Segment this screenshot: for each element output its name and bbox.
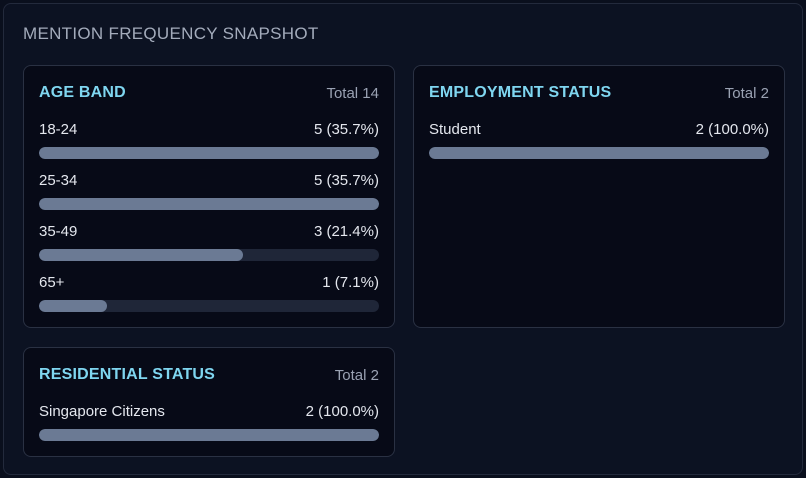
mention-frequency-panel: MENTION FREQUENCY SNAPSHOT AGE BAND Tota… [3,3,803,475]
card-total: Total 14 [326,84,379,102]
card-header: EMPLOYMENT STATUS Total 2 [429,82,769,104]
list-item: 18-24 5 (35.7%) [39,119,379,163]
row-label: Singapore Citizens [39,402,165,420]
list-item: 25-34 5 (35.7%) [39,170,379,214]
list-item: 35-49 3 (21.4%) [39,221,379,265]
card-header: RESIDENTIAL STATUS Total 2 [39,364,379,386]
list-item: Student 2 (100.0%) [429,119,769,163]
card-total: Total 2 [724,84,769,102]
card-header: AGE BAND Total 14 [39,82,379,104]
row-value: 2 (100.0%) [695,120,769,138]
bar-fill [39,147,379,159]
row-value: 1 (7.1%) [322,273,379,291]
row-label: 18-24 [39,120,78,138]
bar-track [39,198,379,210]
bar-track [429,147,769,159]
row-value: 3 (21.4%) [313,222,379,240]
card-age-band: AGE BAND Total 14 18-24 5 (35.7%) 25-34 … [23,65,395,328]
card-residential-status: RESIDENTIAL STATUS Total 2 Singapore Cit… [23,347,395,457]
bar-fill [39,300,107,312]
panel-title: MENTION FREQUENCY SNAPSHOT [23,24,319,43]
card-title: AGE BAND [39,84,126,101]
list-item: Singapore Citizens 2 (100.0%) [39,401,379,445]
row-label: 25-34 [39,171,78,189]
row-value: 5 (35.7%) [313,171,379,189]
bar-track [39,300,379,312]
bar-fill [39,198,379,210]
bar-track [39,147,379,159]
row-label: 65+ [39,273,65,291]
bar-track [39,429,379,441]
card-title: EMPLOYMENT STATUS [429,84,612,101]
card-employment-status: EMPLOYMENT STATUS Total 2 Student 2 (100… [413,65,785,328]
bar-fill [39,429,379,441]
row-label: 35-49 [39,222,78,240]
bar-track [39,249,379,261]
card-total: Total 2 [334,366,379,384]
list-item: 65+ 1 (7.1%) [39,272,379,316]
bar-fill [429,147,769,159]
row-value: 5 (35.7%) [313,120,379,138]
row-value: 2 (100.0%) [305,402,379,420]
bar-fill [39,249,243,261]
row-label: Student [429,120,481,138]
card-title: RESIDENTIAL STATUS [39,366,216,383]
